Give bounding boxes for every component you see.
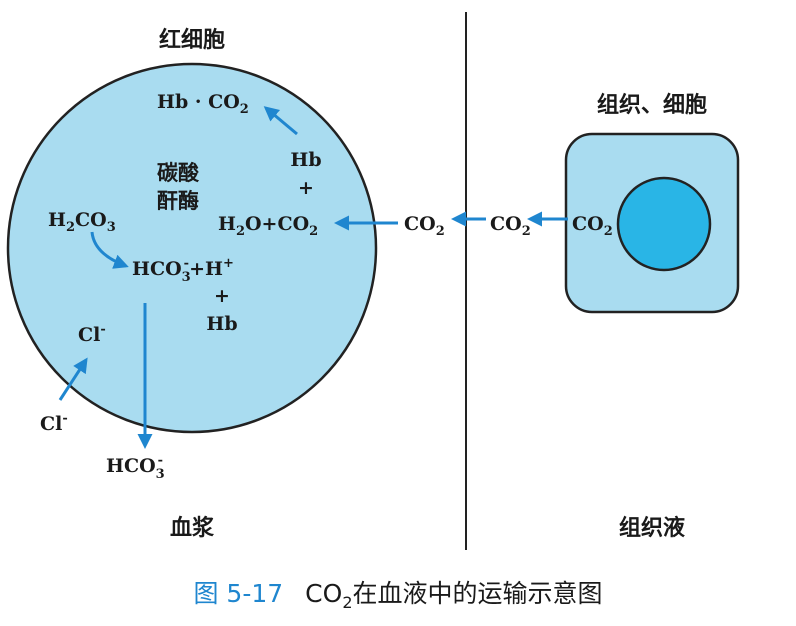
hb-label: Hb [290, 149, 321, 171]
hco3-h-label: HCO3-+H+ [132, 256, 234, 285]
enzyme-label-line2: 酐酶 [157, 189, 199, 213]
h2o-co2-label: H2O+CO2 [218, 213, 318, 239]
hco3-out-label: HCO3- [106, 453, 165, 482]
co2-transport-diagram: 红细胞 Hb · CO2 Hb + 碳酸 酐酶 H2CO3 H2O+CO2 HC… [6, 12, 740, 550]
arrow-h2co3-to-hco3 [90, 231, 129, 269]
hb-label-2: Hb [206, 313, 237, 335]
plus-label: + [298, 177, 314, 199]
plasma-label: 血浆 [170, 515, 215, 541]
figure-number: 图 5-17 [193, 579, 284, 608]
tissue-fluid-label: 组织液 [619, 515, 685, 541]
enzyme-label-line1: 碳酸 [157, 161, 200, 185]
plus-label-2: + [214, 285, 230, 307]
co2-cell-label: CO2 [572, 213, 613, 239]
cl-inside-label: Cl- [78, 322, 106, 346]
co2-plasma-label: CO2 [404, 213, 445, 239]
rbc-label: 红细胞 [159, 27, 225, 53]
caption-text-a: CO [305, 579, 343, 608]
tissue-cell-label: 组织、细胞 [597, 92, 707, 118]
caption-text-b: 在血液中的运输示意图 [352, 579, 603, 608]
red-blood-cell [6, 62, 378, 434]
arrow-cl-in [58, 357, 88, 401]
h2co3-label: H2CO3 [48, 209, 116, 235]
cell-nucleus [616, 176, 712, 272]
figure-caption: 图 5-17 CO2在血液中的运输示意图 [0, 574, 796, 612]
caption-sub: 2 [342, 593, 353, 612]
cl-outside-label: Cl- [40, 411, 68, 435]
co2-fluid-label: CO2 [490, 213, 531, 239]
arrow-to-hb-co2 [263, 106, 298, 136]
hb-co2-label: Hb · CO2 [157, 91, 249, 117]
